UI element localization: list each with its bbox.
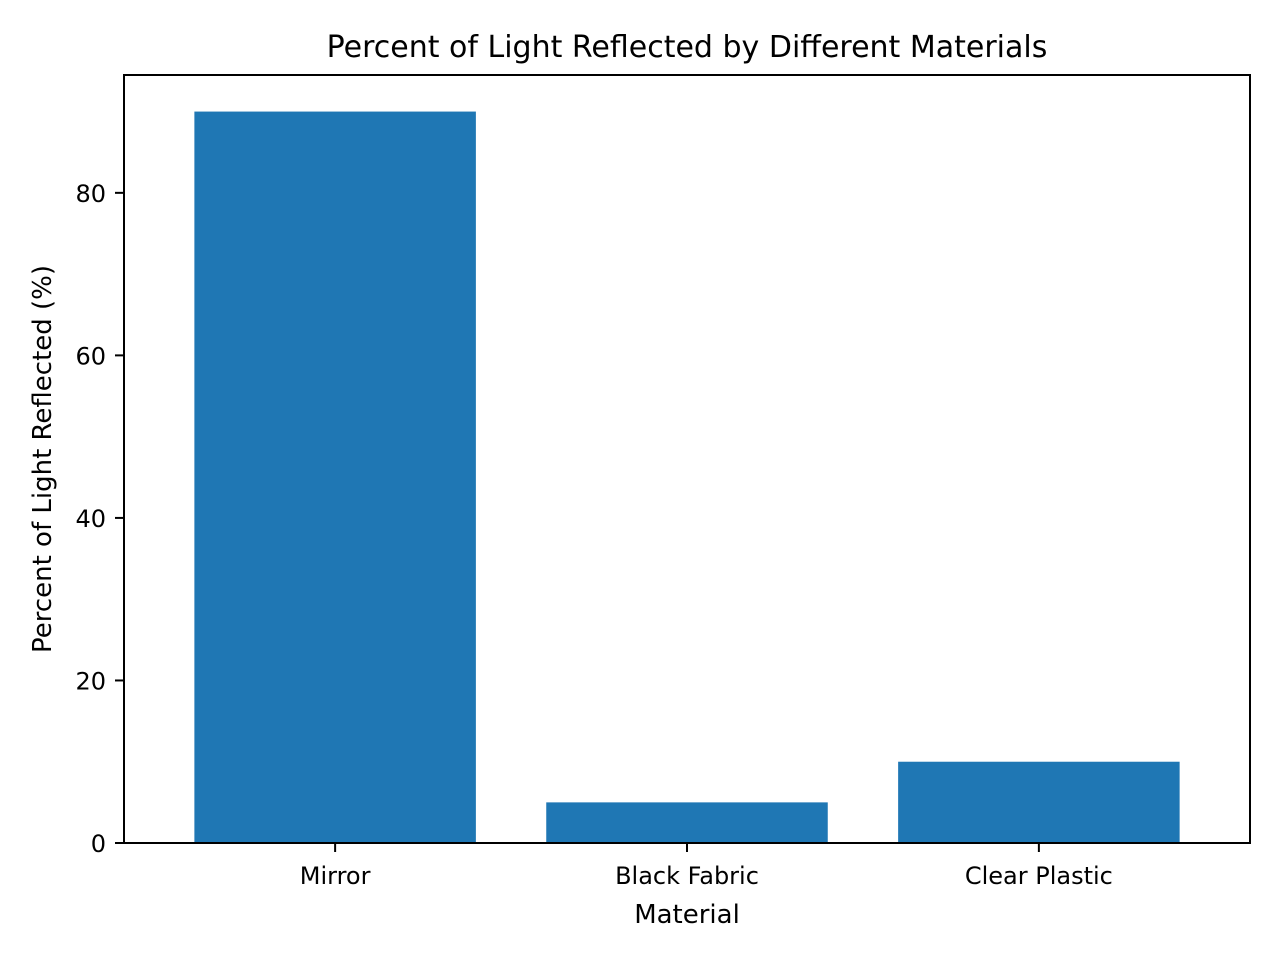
x-tick-label: Black Fabric: [615, 862, 759, 890]
chart-title: Percent of Light Reflected by Different …: [327, 30, 1048, 65]
bar-black-fabric: [546, 802, 828, 843]
x-tick-label: Clear Plastic: [965, 862, 1113, 890]
y-tick-label: 0: [91, 830, 106, 858]
y-axis-label: Percent of Light Reflected (%): [28, 265, 58, 653]
y-tick-label: 80: [75, 180, 106, 208]
y-tick-label: 20: [75, 667, 106, 695]
x-axis-ticks: Mirror Black Fabric Clear Plastic: [300, 843, 1113, 890]
plot-area-frame: [123, 74, 1251, 844]
y-tick-label: 40: [75, 505, 106, 533]
x-axis-label: Material: [634, 900, 740, 930]
bar-clear-plastic: [898, 761, 1180, 843]
x-tick-label: Mirror: [300, 862, 371, 890]
bar-mirror: [194, 111, 476, 843]
y-axis-ticks: 0 20 40 60 80: [75, 180, 124, 858]
y-tick-label: 60: [75, 342, 106, 370]
bars-group: [194, 111, 1180, 843]
